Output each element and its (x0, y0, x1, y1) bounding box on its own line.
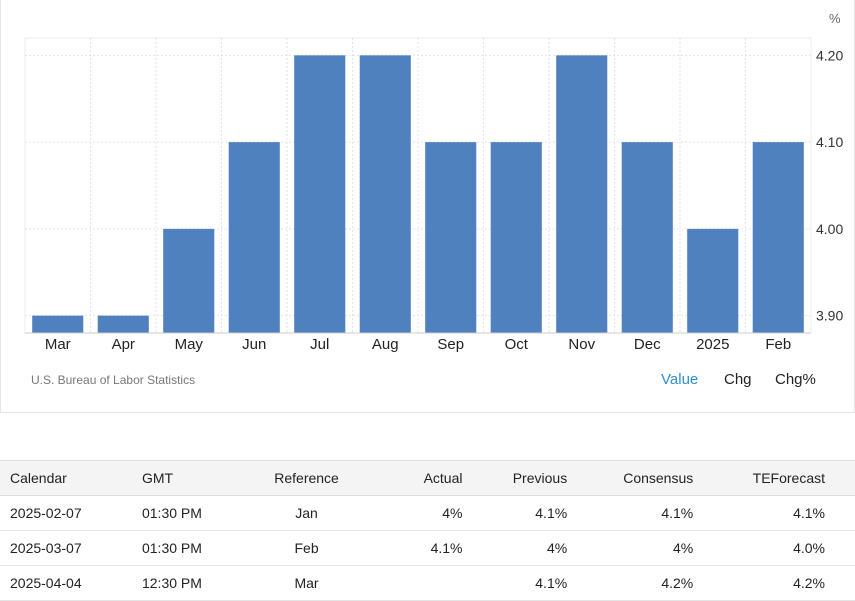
bar[interactable] (556, 55, 608, 334)
x-tick-label: Nov (568, 336, 595, 353)
header-consensus: Consensus (577, 460, 704, 496)
toggle-chg-percent[interactable]: Chg% (775, 371, 816, 388)
calendar-table: Calendar GMT Reference Actual Previous C… (0, 460, 855, 601)
cell-calendar: 2025-03-07 (0, 530, 132, 566)
cell-previous: 4.1% (472, 495, 578, 531)
cell-consensus: 4.1% (577, 495, 704, 531)
cell-spacer (835, 565, 855, 601)
x-tick-label: Sep (437, 336, 464, 353)
header-gmt: GMT (131, 460, 244, 496)
cell-gmt: 01:30 PM (131, 495, 244, 531)
y-tick-label: 4.10 (816, 134, 843, 150)
cell-teforecast: 4.1% (703, 495, 835, 531)
y-tick-label: 4.20 (816, 47, 843, 63)
cell-actual (369, 565, 473, 601)
table-row: 2025-03-07 01:30 PM Feb 4.1% 4% 4% 4.0% (0, 530, 855, 566)
cell-previous: 4% (472, 530, 578, 566)
bar[interactable] (32, 315, 84, 333)
header-spacer (835, 460, 855, 496)
table-header-row: Calendar GMT Reference Actual Previous C… (0, 460, 855, 496)
cell-previous: 4.1% (472, 565, 578, 601)
y-tick-label: 4.00 (816, 221, 843, 237)
x-tick-label: Jun (242, 336, 266, 353)
cell-consensus: 4.2% (577, 565, 704, 601)
header-calendar: Calendar (0, 460, 132, 496)
x-tick-label: Oct (505, 336, 529, 353)
bar[interactable] (163, 228, 215, 333)
cell-spacer (835, 495, 855, 531)
cell-reference: Mar (243, 565, 370, 601)
bar[interactable] (425, 142, 477, 333)
x-tick-label: Aug (372, 336, 399, 353)
cell-calendar: 2025-02-07 (0, 495, 132, 531)
bar[interactable] (228, 142, 280, 333)
chart-mode-toggles: Value Chg Chg% (651, 371, 831, 391)
bar[interactable] (359, 55, 411, 334)
cell-gmt: 12:30 PM (131, 565, 244, 601)
bar[interactable] (752, 142, 804, 333)
bar-chart: 4.20 4.10 4.00 3.90% Mar Apr May Jun Jul Aug Sep Oc… (24, 11, 843, 353)
table-row: 2025-04-04 12:30 PM Mar 4.1% 4.2% 4.2% (0, 565, 855, 601)
toggle-value[interactable]: Value (661, 371, 699, 388)
cell-reference: Feb (243, 530, 370, 566)
x-tick-label: May (175, 336, 204, 353)
bar[interactable] (687, 228, 739, 333)
x-tick-label: Dec (634, 336, 661, 353)
bar[interactable] (490, 142, 542, 333)
cell-actual: 4.1% (369, 530, 473, 566)
bar[interactable] (621, 142, 673, 333)
header-previous: Previous (472, 460, 578, 496)
header-reference: Reference (243, 460, 370, 496)
chart-source: U.S. Bureau of Labor Statistics (31, 373, 196, 387)
cell-spacer (835, 530, 855, 566)
cell-actual: 4% (369, 495, 473, 531)
x-tick-label: Apr (112, 336, 135, 353)
table-row: 2025-02-07 01:30 PM Jan 4% 4.1% 4.1% 4.1… (0, 495, 855, 531)
cell-gmt: 01:30 PM (131, 530, 244, 566)
chart-panel: 4.20 4.10 4.00 3.90% Mar Apr May Jun Jul Aug Sep Oc… (0, 0, 855, 413)
toggle-chg[interactable]: Chg (724, 371, 752, 388)
y-unit-label: % (829, 11, 841, 26)
cell-calendar: 2025-04-04 (0, 565, 132, 601)
cell-teforecast: 4.2% (703, 565, 835, 601)
x-tick-label: 2025 (696, 336, 729, 353)
bar[interactable] (294, 55, 346, 334)
x-tick-label: Jul (310, 336, 329, 353)
x-tick-label: Mar (45, 336, 71, 353)
cell-consensus: 4% (577, 530, 704, 566)
cell-reference: Jan (243, 495, 370, 531)
x-tick-label: Feb (765, 336, 791, 353)
header-teforecast: TEForecast (703, 460, 835, 496)
header-actual: Actual (369, 460, 473, 496)
y-tick-label: 3.90 (816, 308, 843, 324)
cell-teforecast: 4.0% (703, 530, 835, 566)
bar[interactable] (97, 315, 149, 333)
